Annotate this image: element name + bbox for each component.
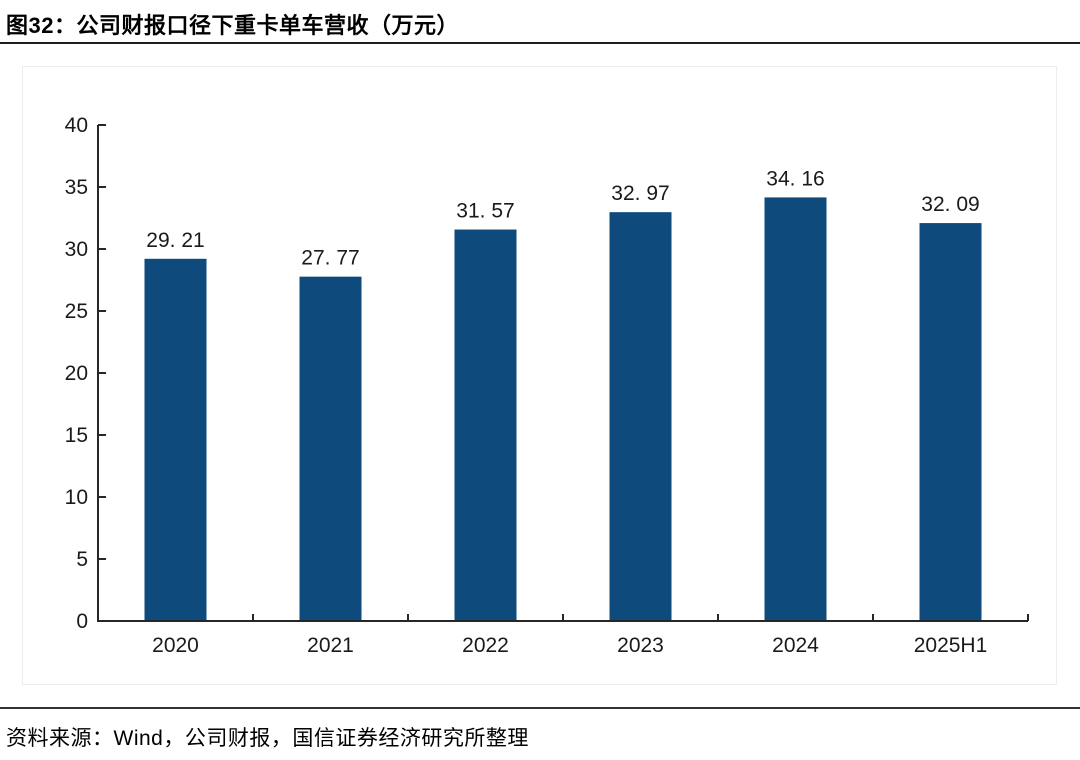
x-axis-label: 2022 xyxy=(462,634,509,657)
bar-value-label: 34. 16 xyxy=(766,167,824,190)
source-note: 资料来源：Wind，公司财报，国信证券经济研究所整理 xyxy=(6,727,529,750)
x-axis-label: 2024 xyxy=(772,634,819,657)
bar-value-label: 29. 21 xyxy=(146,229,204,252)
y-tick-label: 10 xyxy=(65,486,88,509)
x-axis-label: 2023 xyxy=(617,634,664,657)
y-tick-label: 25 xyxy=(65,300,88,323)
bar-value-label: 27. 77 xyxy=(301,247,359,270)
bar-value-label: 31. 57 xyxy=(456,200,514,223)
bar xyxy=(919,223,982,622)
y-tick-label: 20 xyxy=(65,362,88,385)
bar xyxy=(609,212,672,621)
x-axis-label: 2025H1 xyxy=(914,634,988,657)
y-tick-label: 0 xyxy=(76,610,88,633)
figure-title: 图32：公司财报口径下重卡单车营收（万元） xyxy=(6,13,459,38)
bar-chart: 0 5 10 15 20 25 30 35 40 29. 21 2020 27. 77 2021 31. … xyxy=(65,114,1029,657)
bar xyxy=(454,229,517,622)
title-divider xyxy=(0,42,1080,44)
y-tick-label: 15 xyxy=(65,424,88,447)
y-tick-label: 35 xyxy=(65,176,88,199)
bar xyxy=(764,197,827,621)
bar-value-label: 32. 97 xyxy=(611,182,669,205)
bar xyxy=(144,258,207,621)
bar xyxy=(299,276,362,621)
x-axis-label: 2020 xyxy=(152,634,199,657)
bar-value-label: 32. 09 xyxy=(921,193,979,216)
y-tick-label: 30 xyxy=(65,238,88,261)
footer-divider xyxy=(0,707,1080,709)
y-tick-label: 40 xyxy=(65,114,88,137)
y-tick-label: 5 xyxy=(76,548,88,571)
x-axis-label: 2021 xyxy=(307,634,354,657)
chart-panel: 0 5 10 15 20 25 30 35 40 29. 21 2020 27. 77 2021 31. … xyxy=(22,66,1057,685)
